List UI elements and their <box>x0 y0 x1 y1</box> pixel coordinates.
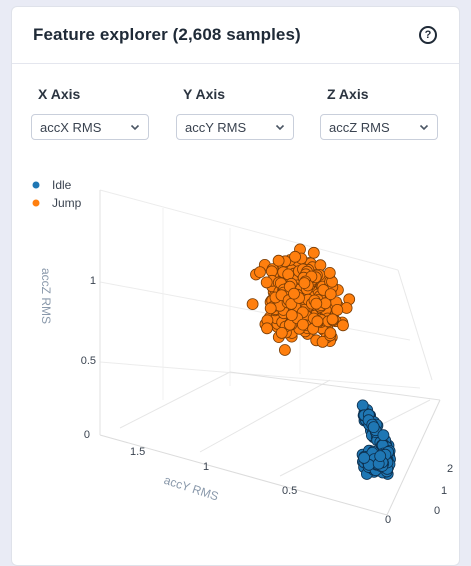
x-axis-group: X Axis accX RMS <box>31 86 149 140</box>
z-tick-label: 0 <box>84 429 90 441</box>
z-tick-label: 0.5 <box>81 355 96 367</box>
x-axis-select-value: accX RMS <box>40 119 102 135</box>
y-axis-select-value: accY RMS <box>185 119 247 135</box>
chevron-down-icon <box>419 124 429 131</box>
panel-title: Feature explorer (2,608 samples) <box>33 25 301 44</box>
z-axis: accZ RMS 0 0.5 1 <box>39 268 96 441</box>
legend-label-idle: Idle <box>52 178 72 192</box>
point-jump <box>326 313 339 326</box>
x-tick-label: 2 <box>447 463 453 475</box>
grid-line <box>119 371 231 429</box>
point-jump <box>289 250 302 263</box>
question-circle-icon[interactable]: ? <box>419 26 437 44</box>
point-idle <box>367 421 380 434</box>
grid-line <box>99 189 399 271</box>
y-tick-label: 1.5 <box>130 446 145 458</box>
point-jump <box>310 297 323 310</box>
scatter-points <box>246 243 396 480</box>
z-tick-label: 1 <box>90 275 96 287</box>
point-jump <box>296 318 309 331</box>
grid-line <box>397 269 433 381</box>
point-idle <box>358 451 371 464</box>
y-tick-label: 1 <box>203 461 209 473</box>
point-jump <box>272 254 285 267</box>
y-axis-title: accY RMS <box>162 473 220 504</box>
grid-line <box>279 399 431 477</box>
z-axis-label: Z Axis <box>327 86 369 102</box>
point-idle <box>377 429 390 442</box>
point-jump <box>311 315 324 328</box>
point-jump <box>324 327 337 340</box>
chevron-down-icon <box>130 124 140 131</box>
point-jump <box>264 302 277 315</box>
y-tick-label: 0.5 <box>282 485 297 497</box>
point-jump <box>331 303 344 316</box>
grid-line <box>229 371 441 401</box>
point-jump <box>316 335 329 348</box>
x-axis-select[interactable]: accX RMS <box>31 114 149 140</box>
point-idle <box>374 450 387 463</box>
panel-header: Feature explorer (2,608 samples) ? <box>12 7 459 64</box>
grid-line <box>199 379 331 453</box>
point-jump <box>298 277 311 290</box>
grid-line <box>99 434 388 516</box>
z-axis-group: Z Axis accZ RMS <box>320 86 438 140</box>
point-jump <box>254 266 266 279</box>
x-axis-label: X Axis <box>38 86 81 102</box>
z-axis-select-value: accZ RMS <box>329 119 390 135</box>
legend-marker-jump <box>32 199 40 207</box>
grid-line <box>99 281 411 341</box>
point-jump <box>260 276 273 289</box>
point-jump <box>261 322 273 335</box>
point-jump <box>288 287 300 300</box>
point-jump <box>314 259 327 272</box>
grid-lines <box>99 189 441 516</box>
point-jump <box>307 246 320 259</box>
point-jump <box>246 298 259 311</box>
y-axis: accY RMS 0 0.5 1 1.5 <box>130 446 391 526</box>
grid-line <box>99 361 421 389</box>
y-axis-label: Y Axis <box>183 86 226 102</box>
x-axis: 0 1 2 <box>434 463 453 517</box>
point-jump <box>278 344 291 356</box>
point-jump <box>275 326 288 339</box>
y-axis-group: Y Axis accY RMS <box>176 86 294 140</box>
legend-label-jump: Jump <box>52 196 82 210</box>
point-jump <box>285 309 298 322</box>
legend[interactable]: Idle Jump <box>32 178 82 210</box>
grid-line <box>386 399 441 516</box>
x-tick-label: 1 <box>441 485 447 497</box>
point-jump <box>323 266 336 279</box>
z-axis-select[interactable]: accZ RMS <box>320 114 438 140</box>
point-jump <box>324 288 337 301</box>
z-axis-title: accZ RMS <box>39 268 53 324</box>
legend-marker-idle <box>32 181 40 189</box>
x-tick-label: 0 <box>434 505 440 517</box>
y-axis-select[interactable]: accY RMS <box>176 114 294 140</box>
point-jump <box>337 319 349 332</box>
y-tick-label: 0 <box>385 514 391 526</box>
chevron-down-icon <box>275 124 285 131</box>
